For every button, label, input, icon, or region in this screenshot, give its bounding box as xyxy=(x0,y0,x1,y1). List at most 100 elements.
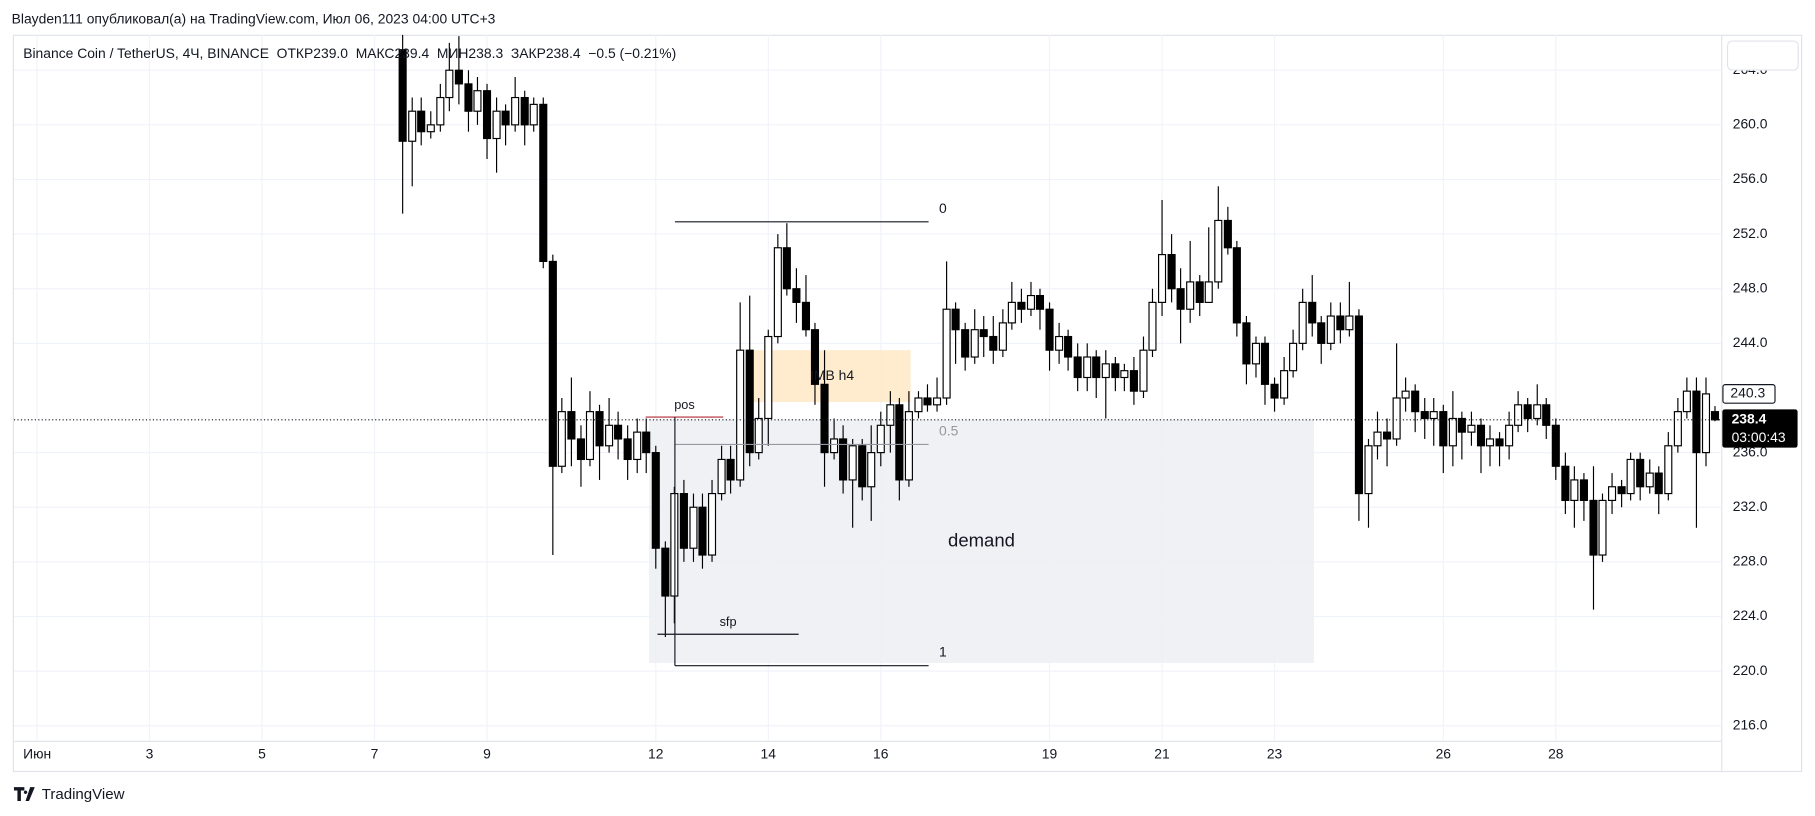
candle-body xyxy=(679,493,688,549)
candle-body xyxy=(1514,404,1523,426)
x-tick-label: Июн xyxy=(23,745,51,761)
candle-body xyxy=(914,397,923,413)
x-tick-label: 19 xyxy=(1042,745,1058,761)
y-tick-label: 232.0 xyxy=(1733,498,1768,514)
candle-body xyxy=(1654,472,1663,495)
candle-body xyxy=(1007,301,1016,324)
candle-body xyxy=(1411,390,1420,413)
candle-body xyxy=(1608,486,1617,501)
candle-body xyxy=(436,96,445,126)
candle-body xyxy=(1617,486,1626,495)
zone-label: IMB h4 xyxy=(810,367,854,383)
candle-body xyxy=(1467,424,1476,433)
candle-body xyxy=(492,110,501,140)
candle-body xyxy=(482,90,492,140)
countdown-label: 03:00:43 xyxy=(1732,429,1786,445)
candle-body xyxy=(642,431,651,454)
candle-body xyxy=(1570,479,1579,501)
candle-body xyxy=(1139,349,1148,392)
candle-body xyxy=(782,247,791,290)
candle-body xyxy=(529,103,538,126)
candle-body xyxy=(858,445,867,488)
candle-body xyxy=(745,349,754,454)
candles xyxy=(398,34,1720,637)
candle-body xyxy=(1308,301,1317,324)
candle-body xyxy=(876,424,885,454)
candle-body xyxy=(932,397,942,406)
fib-level-label: 1 xyxy=(939,644,947,660)
candle-body xyxy=(717,458,726,495)
candle-body xyxy=(1448,417,1457,447)
x-tick-label: 16 xyxy=(873,745,889,761)
candle-body xyxy=(1401,390,1410,399)
chart-frame xyxy=(12,34,1803,773)
footer-text: TradingView xyxy=(42,786,125,803)
fib-level-label: 0.5 xyxy=(939,422,959,438)
candle-body xyxy=(1148,301,1157,351)
y-tick-label: 252.0 xyxy=(1733,225,1768,241)
candle-body xyxy=(1186,281,1195,310)
candle-body xyxy=(1533,404,1542,420)
candle-body xyxy=(1298,301,1307,344)
marker-price-box xyxy=(1722,384,1776,404)
settings-button[interactable] xyxy=(1726,40,1799,71)
candle-body xyxy=(1392,397,1401,440)
candle-body xyxy=(1083,356,1092,379)
zone-label: demand xyxy=(948,529,1015,550)
drawings: 0 0.5 1 pos sfp demand IMB h4 xyxy=(13,200,1722,667)
candle-body xyxy=(576,438,586,461)
footer-logo xyxy=(13,787,35,801)
x-tick-label: 3 xyxy=(146,745,154,761)
candle-body xyxy=(1045,308,1054,351)
candle-body xyxy=(1345,315,1354,331)
candle-body xyxy=(1129,370,1138,392)
candle-body xyxy=(1485,438,1495,447)
candle-body xyxy=(1673,411,1682,447)
y-tick-label: 248.0 xyxy=(1733,279,1768,295)
candle-body xyxy=(1280,370,1289,399)
candle-body xyxy=(1026,294,1036,310)
zone xyxy=(649,419,1314,663)
candle-body xyxy=(961,329,970,358)
candle-body xyxy=(1260,342,1270,385)
y-tick-label: 228.0 xyxy=(1733,553,1768,569)
candle-body xyxy=(904,411,913,481)
y-tick-label: 216.0 xyxy=(1733,716,1768,732)
candle-body xyxy=(1476,424,1486,447)
candle-body xyxy=(1232,247,1241,324)
level-label: sfp xyxy=(720,614,737,629)
candle-body xyxy=(1636,458,1645,488)
candle-body xyxy=(1523,404,1532,420)
candle-body xyxy=(998,322,1007,351)
candle-body xyxy=(511,96,520,126)
candle-body xyxy=(1214,219,1223,283)
candle-body xyxy=(773,247,782,338)
candle-body xyxy=(1195,281,1204,303)
x-tick-label: 12 xyxy=(648,745,664,761)
last-price-label: 238.4 xyxy=(1732,411,1767,427)
zone xyxy=(753,350,911,403)
candle-body xyxy=(867,452,876,488)
candle-body xyxy=(464,83,473,112)
candle-body xyxy=(951,308,960,331)
candle-body xyxy=(1645,472,1654,488)
y-tick-label: 260.0 xyxy=(1733,116,1768,132)
candle-body xyxy=(1064,335,1073,358)
candle-body xyxy=(839,438,848,481)
candle-body xyxy=(801,301,811,331)
last-price-box xyxy=(1722,409,1798,448)
candle-body xyxy=(764,335,773,420)
candle-body xyxy=(408,110,417,142)
candle-body xyxy=(661,547,670,597)
candle-body xyxy=(689,506,698,549)
x-tick-label: 26 xyxy=(1436,745,1452,761)
candle-body xyxy=(1598,499,1607,556)
candle-body xyxy=(398,49,407,142)
candle-body xyxy=(848,445,857,481)
level-label: pos xyxy=(674,397,695,412)
candle-body xyxy=(1420,411,1429,420)
candle-body xyxy=(1120,370,1129,379)
candle-body xyxy=(454,69,463,85)
candle-body xyxy=(1167,254,1176,290)
